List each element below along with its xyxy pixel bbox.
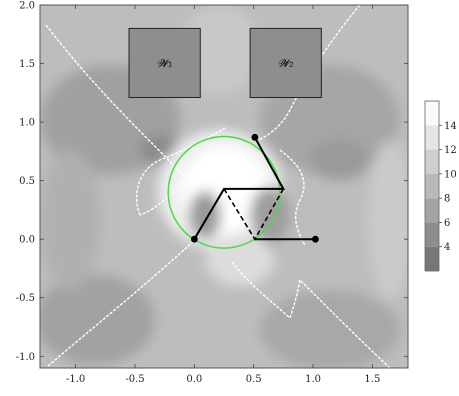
colorbar-band (425, 246, 439, 271)
colorbar-band (425, 173, 439, 199)
colorbar-labels: 4 6 8 10 12 14 (439, 121, 457, 253)
colorbar-label: 10 (444, 169, 457, 180)
y-tick-label: 2.0 (19, 1, 35, 12)
colorbar-band (425, 222, 439, 247)
joint-point (312, 235, 319, 243)
shade-region (206, 234, 274, 286)
shade-region (40, 275, 155, 365)
joints (190, 133, 319, 243)
colorbar-frame (424, 100, 440, 272)
shade-region (250, 187, 290, 243)
x-tick-label: 0.0 (186, 374, 202, 385)
workspace-circle (167, 135, 281, 249)
y-tick-label: 1.5 (19, 59, 35, 70)
shade-region (368, 140, 408, 300)
boundary-curve (231, 261, 391, 368)
plot-frame (39, 4, 409, 369)
obstacle-label: 𝓦₂ (278, 57, 294, 70)
colorbar-label: 8 (444, 194, 450, 205)
shade-region (40, 150, 100, 290)
boundary-curve (47, 239, 196, 367)
colorbar-band (425, 125, 439, 150)
obstacle-region (128, 27, 201, 99)
shade-region (260, 290, 400, 368)
boundary-curve (257, 5, 361, 141)
colorbar-band (425, 198, 439, 223)
obstacle-regions: 𝓦₁ 𝓦₂ (128, 27, 322, 99)
obstacle-label: 𝓦₁ (157, 57, 173, 70)
y-tick-label: -0.5 (16, 293, 35, 304)
y-tick-label: 0.0 (19, 235, 35, 246)
y-tick-label: -1.0 (16, 352, 35, 363)
shade-region (189, 191, 221, 239)
solid-link-chain (193, 136, 286, 240)
colorbar-band (425, 149, 439, 174)
joint-point (251, 133, 259, 141)
x-tick-label: -0.5 (125, 374, 144, 385)
shade-region (310, 140, 370, 180)
x-tick-label: 0.5 (246, 374, 262, 385)
y-axis: -1.0 -0.5 0.0 0.5 1.0 1.5 2.0 (16, 1, 408, 363)
x-tick-label: -1.0 (66, 374, 85, 385)
joint-point (190, 235, 198, 243)
obstacle-region (249, 27, 322, 99)
boundary-curves (45, 5, 391, 368)
boundary-curve (136, 127, 226, 216)
x-tick-label: 1.5 (364, 374, 380, 385)
boundary-curve (279, 149, 306, 246)
x-tick-label: 1.0 (305, 374, 321, 385)
colorbar: 4 6 8 10 12 14 (424, 100, 457, 272)
colorbar-band (425, 101, 439, 126)
colorbar-bands (425, 101, 439, 271)
colorbar-label: 6 (444, 218, 450, 229)
y-tick-label: 0.5 (19, 176, 35, 187)
heatmap-field: 𝓦₁ 𝓦₂ (40, 5, 408, 368)
y-tick-label: 1.0 (19, 118, 35, 129)
colorbar-label: 14 (444, 121, 457, 132)
colorbar-label: 12 (444, 145, 457, 156)
colorbar-label: 4 (444, 242, 450, 253)
x-axis: -1.0 -0.5 0.0 0.5 1.0 1.5 (66, 5, 380, 385)
